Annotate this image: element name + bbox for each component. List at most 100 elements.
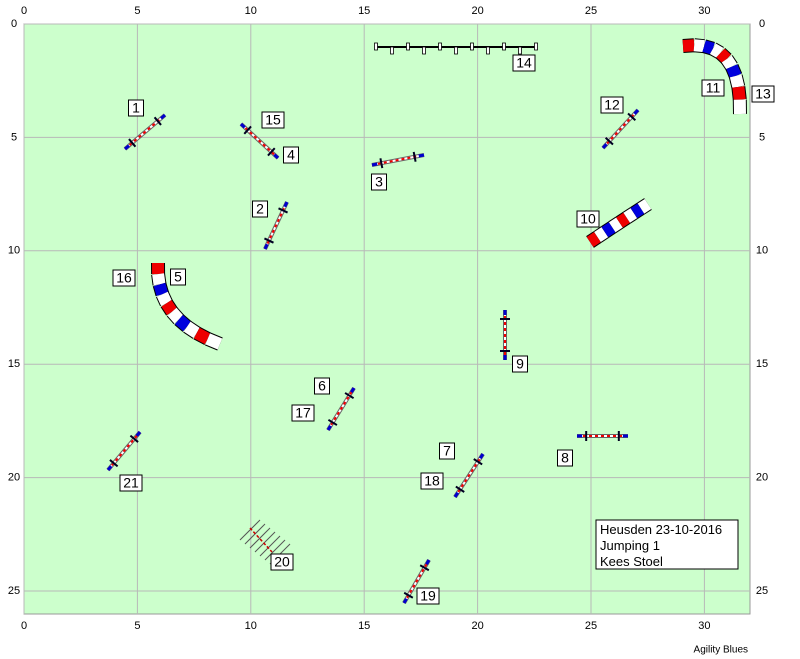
label-box (512, 54, 536, 72)
jump-bar (327, 418, 338, 426)
x-tick-label: 15 (358, 5, 370, 17)
y-tick-label: 20 (8, 472, 20, 484)
wall-post (374, 42, 378, 51)
x-tick-label: 25 (585, 620, 597, 632)
tunnel-seg (174, 314, 192, 332)
jump-bar (403, 591, 414, 599)
label-box (112, 269, 136, 287)
label-box (439, 442, 455, 460)
y-tick-label: 5 (11, 131, 17, 143)
jump-wing (263, 243, 269, 250)
tunnel-seg (721, 55, 737, 70)
obstacle-label: 6 (318, 378, 326, 394)
weave-line (264, 539, 286, 561)
label-box (600, 96, 624, 114)
obstacle-label: 3 (375, 174, 383, 190)
y-tick-label: 25 (756, 585, 768, 597)
jump (453, 452, 485, 499)
jump (326, 386, 356, 432)
y-tick-label: 10 (756, 245, 768, 257)
jump (239, 122, 280, 160)
weave-line (249, 527, 273, 553)
obstacle-label: 13 (755, 86, 771, 102)
jump (263, 201, 289, 250)
jump-bar (129, 434, 139, 443)
jump-bar (128, 138, 137, 148)
wall-post (502, 42, 506, 51)
wall-post (454, 46, 458, 55)
tunnel-seg (594, 227, 609, 243)
jump-wing (160, 113, 166, 120)
jump-bar (627, 112, 637, 121)
info-box (595, 519, 739, 570)
wall-post (438, 42, 442, 51)
obstacle-label: 17 (295, 405, 311, 421)
x-tick-label: 5 (134, 620, 140, 632)
jump-wing (135, 431, 142, 437)
jump-wing (453, 491, 460, 498)
info-line: Jumping 1 (600, 538, 660, 553)
jump-wing (239, 122, 246, 129)
weave-line (249, 527, 271, 549)
obstacle-label: 15 (265, 112, 281, 128)
jump-bar (153, 116, 162, 126)
label-box (119, 474, 143, 492)
y-tick-label: 0 (11, 18, 17, 30)
obstacle-label: 5 (174, 269, 182, 285)
jump (601, 108, 640, 150)
obstacle-label: 14 (516, 55, 532, 71)
jump (371, 151, 425, 169)
info-line: Heusden 23-10-2016 (600, 522, 722, 537)
tunnel-seg (183, 321, 201, 339)
tunnel-seg (716, 48, 731, 64)
obstacle-label: 16 (116, 270, 132, 286)
jump-bar (109, 459, 119, 468)
jump-wing (402, 597, 408, 604)
tunnel-seg (152, 273, 166, 286)
y-tick-label: 0 (759, 18, 765, 30)
wall-post (406, 42, 410, 51)
obstacle-label: 20 (274, 554, 290, 570)
y-tick-label: 10 (8, 245, 20, 257)
wall-post (534, 42, 538, 51)
tunnel-seg (161, 300, 178, 316)
jump (106, 430, 142, 472)
jump-wing (283, 201, 289, 208)
label-box (291, 404, 315, 422)
jump-bar (473, 458, 483, 466)
jump-bar (379, 158, 384, 169)
jump (500, 310, 510, 360)
tunnel-seg (167, 307, 184, 324)
label-box (270, 553, 294, 571)
tunnel-seg (726, 64, 742, 79)
tunnel-seg (729, 74, 745, 89)
jump-wing (273, 153, 280, 160)
y-tick-label: 15 (8, 358, 20, 370)
obstacle-labels: 1 15 4 3 2 14 12 11 13 10 16 5 9 6 17 718 8 21 20 19 (112, 54, 775, 605)
jump (577, 431, 628, 441)
obstacle-label: 18 (424, 473, 440, 489)
tunnel-seg (616, 212, 631, 228)
y-tick-label: 25 (8, 585, 20, 597)
label-box (701, 79, 725, 97)
tunnel-seg (153, 282, 169, 296)
x-tick-label: 0 (21, 5, 27, 17)
jump-wing (633, 108, 640, 115)
tunnel-seg (193, 327, 211, 345)
jump (402, 558, 431, 605)
tunnel-seg (205, 333, 223, 350)
obstacle-label: 11 (706, 80, 721, 96)
label-box (128, 99, 144, 117)
jump-bar (344, 392, 355, 400)
tunnel-seg (682, 39, 695, 52)
label-box (252, 200, 268, 218)
tunnel (586, 198, 652, 248)
jump-bar (243, 125, 252, 135)
wall-post (422, 46, 426, 55)
x-tick-label: 5 (134, 5, 140, 17)
jump-wing (425, 559, 431, 566)
jump-wing (418, 153, 425, 158)
x-tick-label: 10 (245, 5, 257, 17)
tunnel-seg (732, 86, 746, 101)
